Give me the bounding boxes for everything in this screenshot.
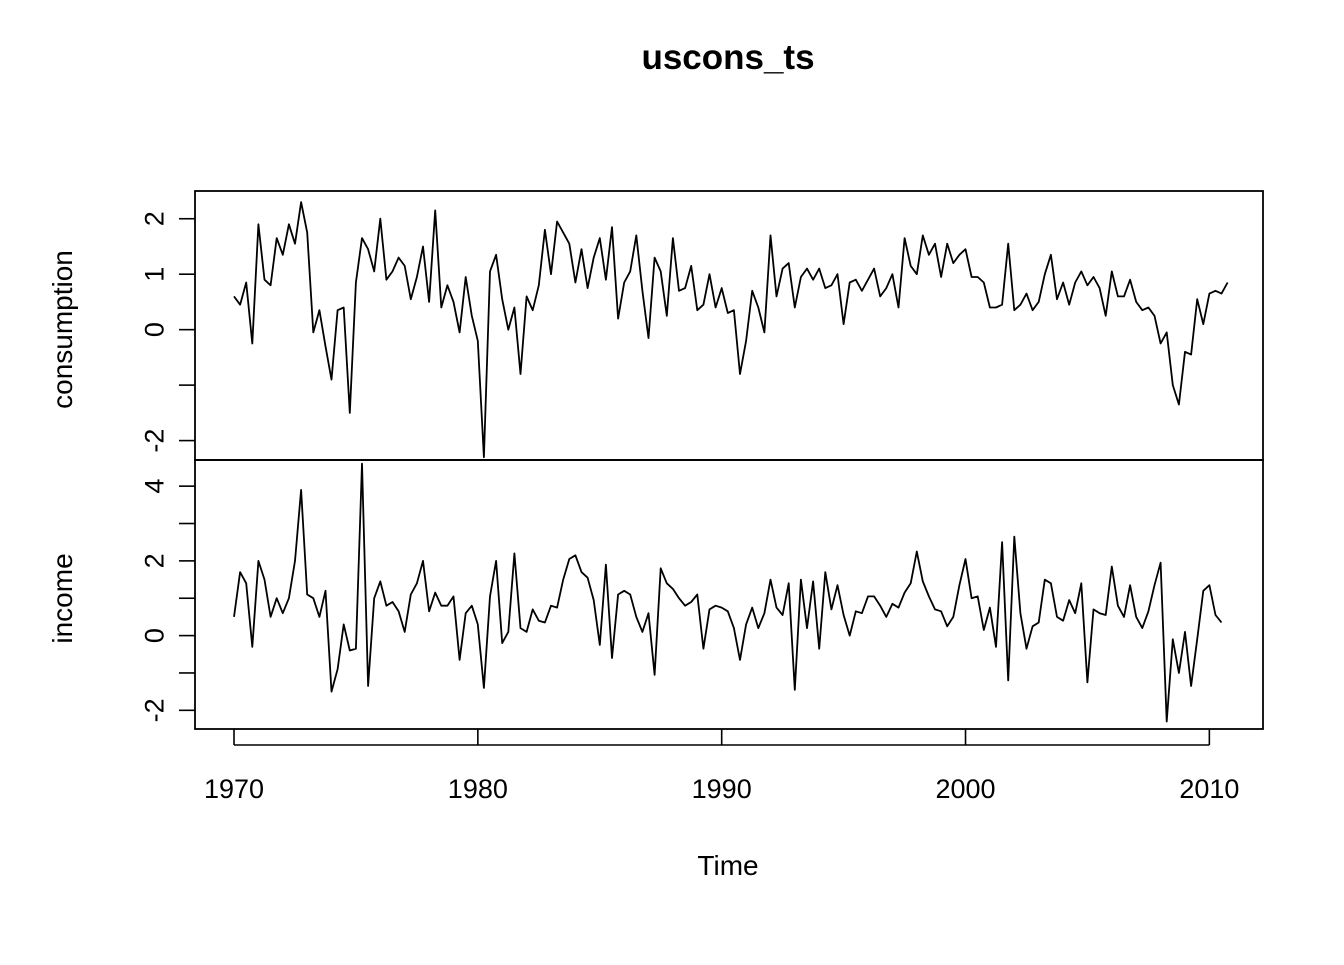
- panel-income: -2 0 2 4 income: [47, 459, 1264, 730]
- panel-frame-consumption: [194, 190, 1264, 461]
- y-axis-title-consumption: consumption: [47, 250, 78, 409]
- y-tick-label-consumption-0: -2: [139, 429, 169, 453]
- x-tick-label-1: 1980: [448, 774, 508, 804]
- x-axis: 1970 1980 1990 2000 2010: [204, 729, 1239, 804]
- y-tick-label-consumption-4: 2: [139, 211, 169, 226]
- panel-frame-income: [194, 459, 1264, 730]
- y-tick-label-consumption-3: 1: [139, 267, 169, 282]
- x-tick-label-2: 1990: [692, 774, 752, 804]
- y-tick-label-consumption-2: 0: [139, 322, 169, 337]
- series-line-income: [233, 462, 1223, 723]
- y-tick-label-income-0: -2: [139, 698, 169, 722]
- series-line-consumption: [233, 201, 1229, 459]
- y-tick-label-income-6: 4: [139, 479, 169, 494]
- x-tick-label-0: 1970: [204, 774, 264, 804]
- y-tick-label-income-4: 2: [139, 553, 169, 568]
- chart-title: uscons_ts: [641, 38, 814, 77]
- x-axis-title: Time: [697, 850, 758, 881]
- y-axis-title-income: income: [47, 553, 78, 643]
- y-tick-label-income-2: 0: [139, 628, 169, 643]
- panel-consumption: -2 0 1 2 consumption: [47, 190, 1264, 461]
- panels-layer: -2 0 1 2 consumption -2 0 2 4 income: [47, 190, 1264, 730]
- x-tick-label-3: 2000: [935, 774, 995, 804]
- x-tick-label-4: 2010: [1179, 774, 1239, 804]
